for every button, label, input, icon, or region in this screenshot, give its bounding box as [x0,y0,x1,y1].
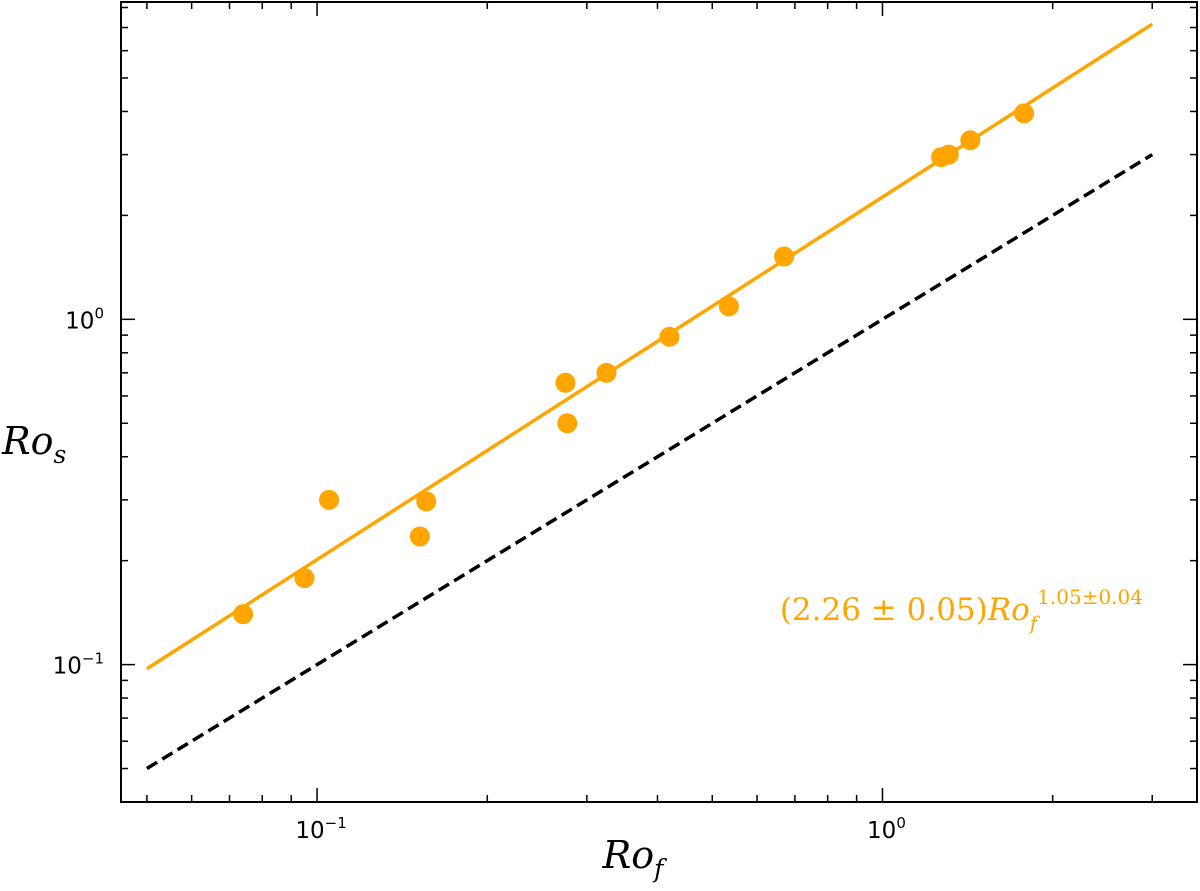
chart-lines [145,22,1154,771]
data-point [774,246,795,267]
axis-ticks [121,2,1197,803]
y-tick-label: 100 [65,304,104,334]
y-tick-label: 10−1 [53,650,104,680]
y-axis-title: Ros [1,419,66,469]
x-tick-label: 10−1 [295,814,346,844]
tick-labels: 10−1 100 10−1 100 [53,304,906,844]
data-point [416,491,437,512]
data-point [659,326,680,347]
data-point [596,362,617,383]
data-point [409,526,430,547]
data-point [294,568,315,589]
data-point [718,296,739,317]
data-point [960,130,981,151]
plot-area [120,1,1198,803]
data-point [319,489,340,510]
data-point [233,604,254,625]
scatter-points [233,103,1035,625]
x-axis-title: Rof [602,833,668,883]
data-point [555,372,576,393]
data-point [938,144,959,165]
plot-frame [120,1,1198,803]
data-point [1014,103,1035,124]
fit-line [145,22,1154,671]
fit-annotation: (2.26 ± 0.05)Rof1.05±0.04 [780,585,1143,635]
reference-line [145,153,1154,771]
x-tick-label: 100 [867,814,906,844]
data-point [557,413,578,434]
